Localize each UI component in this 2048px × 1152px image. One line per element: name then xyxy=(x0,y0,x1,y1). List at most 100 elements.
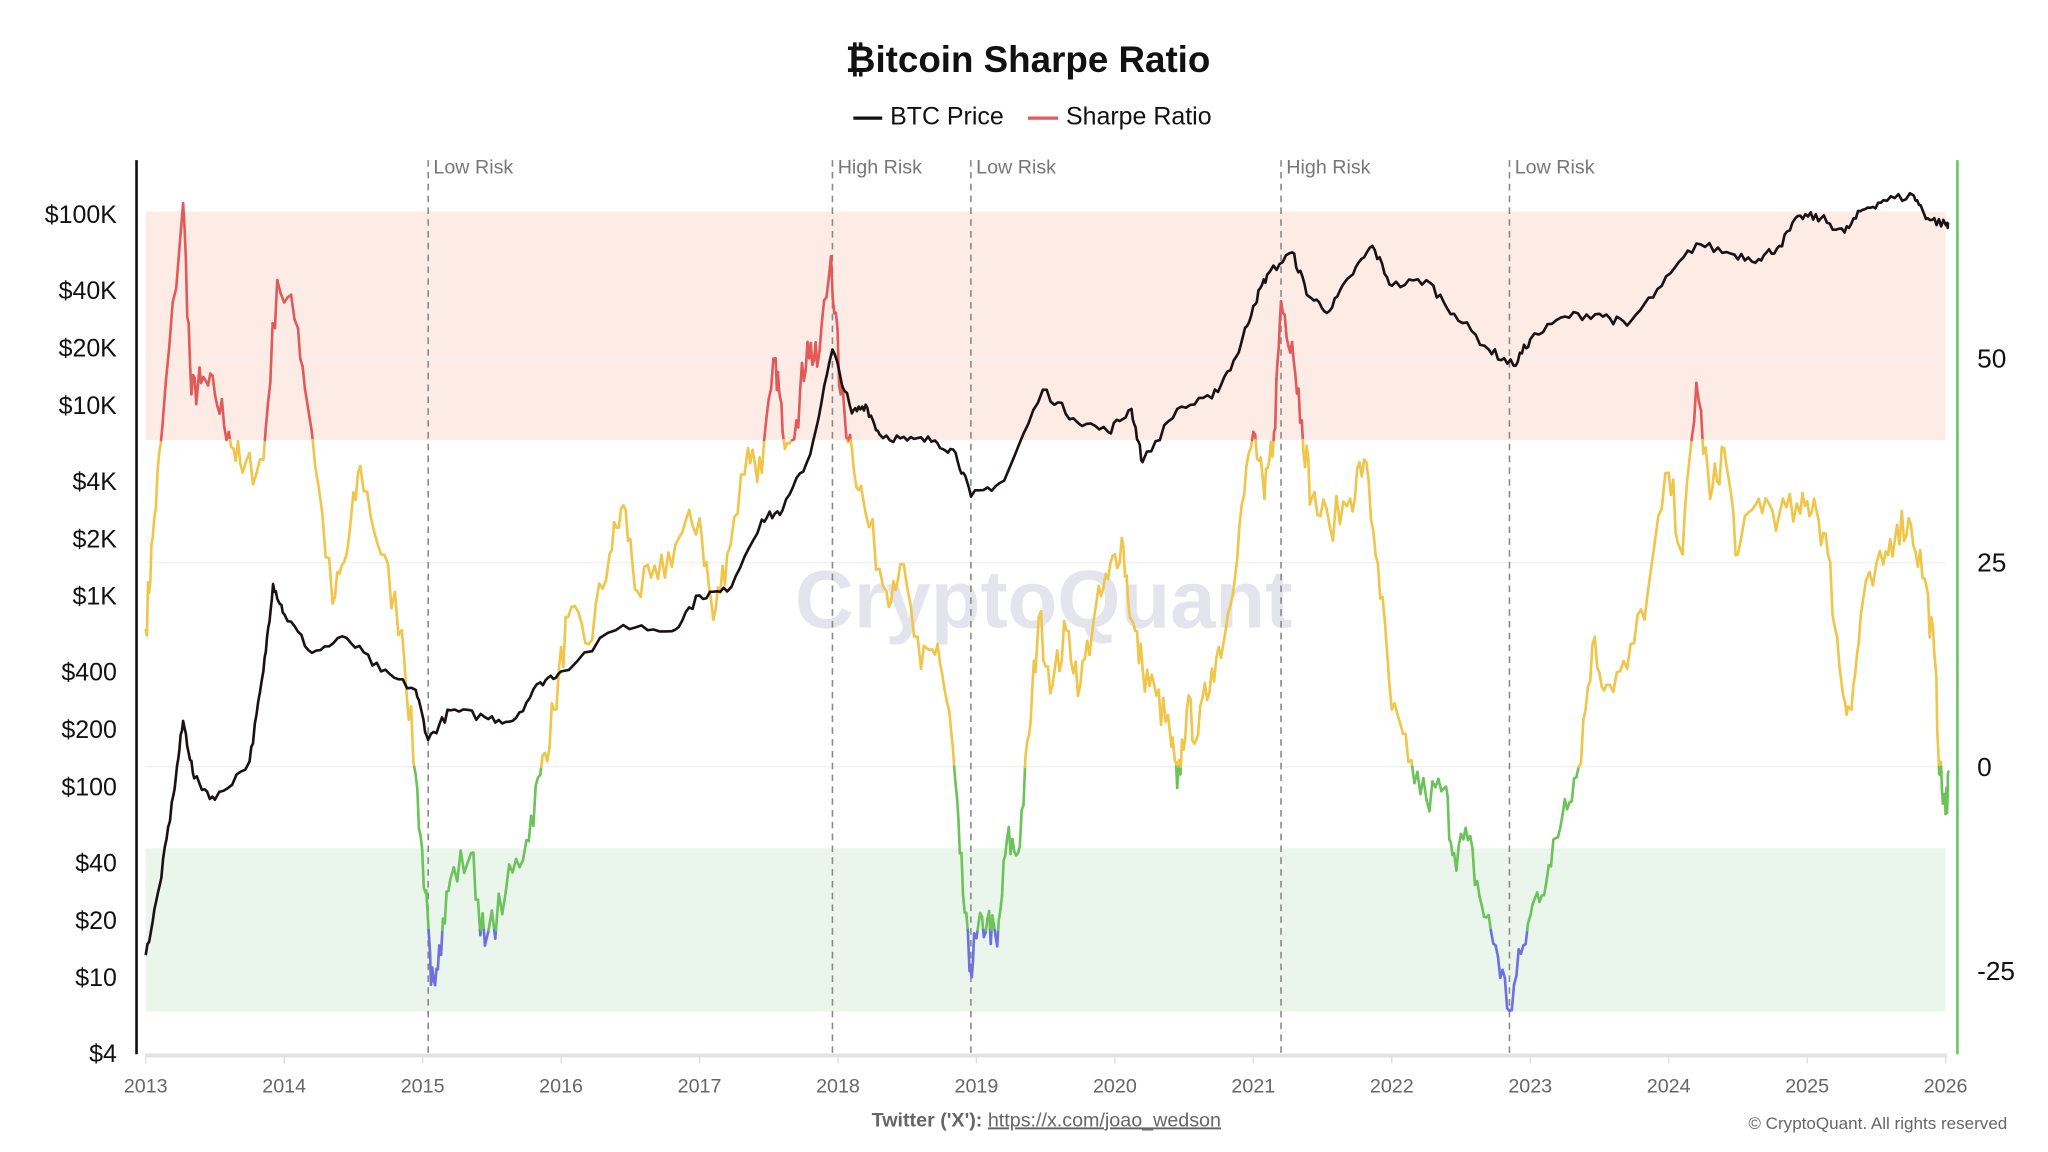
sharpe-segment xyxy=(1125,574,1130,604)
btc-price-line xyxy=(144,191,1950,956)
left-tick-label: $10 xyxy=(75,964,117,992)
sharpe-segment xyxy=(852,471,858,489)
sharpe-segment xyxy=(1575,765,1581,779)
sharpe-segment xyxy=(1939,765,1944,791)
sharpe-segment xyxy=(156,452,161,474)
sharpe-segment xyxy=(255,458,262,475)
sharpe-segment xyxy=(1376,562,1382,600)
sharpe-segment xyxy=(1545,863,1551,884)
sharpe-segment xyxy=(1233,557,1239,581)
sharpe-segment xyxy=(369,515,376,534)
sharpe-segment xyxy=(971,932,976,963)
sharpe-segment xyxy=(220,398,226,428)
sharpe-segment xyxy=(1464,826,1470,842)
sharpe-segment xyxy=(1393,701,1399,716)
sharpe-segment xyxy=(194,384,200,406)
sharpe-segment xyxy=(1029,686,1034,724)
sharpe-segment xyxy=(975,928,979,940)
legend-sharpe-label[interactable]: Sharpe Ratio xyxy=(1066,103,1212,131)
sharpe-segment xyxy=(1840,683,1845,698)
sharpe-segment xyxy=(1812,497,1818,512)
sharpe-segment xyxy=(383,553,390,566)
sharpe-segment xyxy=(1650,540,1657,568)
x-tick-label: 2026 xyxy=(1924,1075,1968,1097)
sharpe-segment xyxy=(1542,880,1548,897)
sharpe-segment xyxy=(951,746,956,768)
sharpe-segment xyxy=(610,520,616,552)
sharpe-segment xyxy=(532,784,538,828)
sharpe-segment xyxy=(269,321,274,384)
sharpe-segment xyxy=(1731,510,1737,557)
sharpe-segment xyxy=(1374,553,1380,566)
sharpe-segment xyxy=(1034,643,1039,674)
sharpe-segment xyxy=(1365,461,1371,484)
sharpe-segment xyxy=(1183,708,1189,740)
sharpe-segment xyxy=(1383,620,1389,656)
sharpe-segment xyxy=(1090,615,1096,637)
sharpe-segment xyxy=(416,787,421,830)
sharpe-segment xyxy=(483,929,490,947)
legend-btc-label[interactable]: BTC Price xyxy=(890,103,1004,131)
sharpe-segment xyxy=(345,538,351,556)
sharpe-segment xyxy=(1259,456,1264,478)
sharpe-segment xyxy=(905,586,912,607)
sharpe-segment xyxy=(545,745,551,763)
sharpe-segment xyxy=(433,967,438,987)
sharpe-segment xyxy=(566,605,573,619)
sharpe-segment xyxy=(1660,472,1667,511)
sharpe-segment xyxy=(809,341,814,367)
sharpe-segment xyxy=(1528,903,1534,918)
sharpe-segment xyxy=(1446,794,1451,841)
sharpe-segment xyxy=(862,499,867,515)
sharpe-segment xyxy=(443,890,448,925)
sharpe-segment xyxy=(1593,635,1599,669)
sharpe-segment xyxy=(227,430,232,442)
twitter-label: Twitter ('X'): xyxy=(872,1109,983,1131)
sharpe-segment xyxy=(1674,531,1680,545)
sharpe-segment xyxy=(317,486,324,515)
sharpe-segment xyxy=(1353,467,1359,501)
left-tick-label: $100 xyxy=(61,773,116,801)
sharpe-segment xyxy=(836,327,841,387)
sharpe-segment xyxy=(1501,968,1507,980)
sharpe-segment xyxy=(995,928,1000,948)
watermark: CryptoQuant xyxy=(795,555,1292,646)
sharpe-segment xyxy=(970,959,975,979)
sharpe-segment xyxy=(279,292,286,304)
sharpe-segment xyxy=(1219,642,1225,660)
sharpe-segment xyxy=(1228,594,1234,608)
sharpe-segment xyxy=(723,553,729,586)
sharpe-segment xyxy=(1351,497,1357,513)
sharpe-segment xyxy=(902,562,909,590)
sharpe-segment xyxy=(1512,974,1518,986)
sharpe-segment xyxy=(447,878,452,893)
sharpe-segment xyxy=(1725,464,1731,481)
x-tick-label: 2023 xyxy=(1508,1075,1552,1097)
sharpe-segment xyxy=(183,225,188,261)
x-tick-label: 2020 xyxy=(1093,1075,1137,1097)
sharpe-segment xyxy=(1224,612,1230,632)
sharpe-segment xyxy=(1861,579,1868,605)
legend: BTC Price Sharpe Ratio xyxy=(853,103,1212,131)
sharpe-segment xyxy=(1646,565,1653,593)
sharpe-segment xyxy=(1035,615,1041,647)
left-tick-label: $40 xyxy=(75,849,117,877)
sharpe-segment xyxy=(539,753,544,768)
sharpe-segment xyxy=(273,278,279,330)
sharpe-segment xyxy=(1688,438,1693,461)
sharpe-segment xyxy=(1024,740,1029,760)
sharpe-segment xyxy=(760,439,766,475)
right-tick-label: 25 xyxy=(1977,548,2006,578)
sharpe-segment xyxy=(311,438,317,469)
sharpe-segment xyxy=(1404,732,1410,764)
twitter-link[interactable]: https://x.com/joao_wedson xyxy=(988,1109,1221,1131)
sharpe-segment xyxy=(1729,492,1735,513)
sharpe-segment xyxy=(1718,445,1724,486)
sharpe-segment xyxy=(896,562,902,581)
x-tick-label: 2017 xyxy=(678,1075,722,1097)
sharpe-segment xyxy=(894,578,900,592)
sharpe-segment xyxy=(1099,586,1105,598)
sharpe-segment xyxy=(1122,545,1127,578)
sharpe-segment xyxy=(987,909,992,932)
left-tick-label: $20 xyxy=(75,907,117,935)
